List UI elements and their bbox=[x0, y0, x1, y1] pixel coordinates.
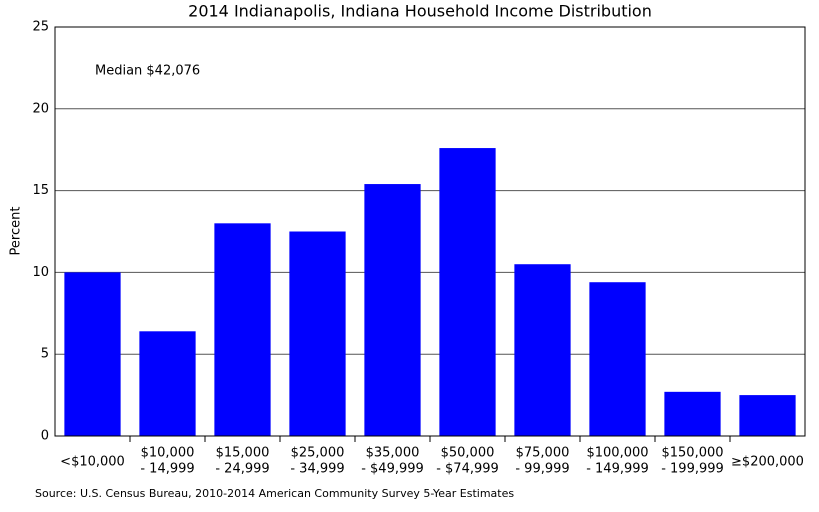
chart-title: 2014 Indianapolis, Indiana Household Inc… bbox=[188, 2, 652, 21]
x-tick-label: - $74,999 bbox=[436, 462, 499, 477]
x-tick-label: ≥$200,000 bbox=[731, 455, 804, 470]
y-tick-label: 0 bbox=[41, 429, 49, 444]
x-tick-label: - 24,999 bbox=[215, 462, 269, 477]
x-tick-label: - 99,999 bbox=[515, 462, 569, 477]
y-tick-label: 20 bbox=[32, 101, 49, 116]
y-tick-label: 5 bbox=[41, 347, 49, 362]
bar bbox=[589, 282, 646, 436]
annotation: Median $42,076 bbox=[95, 64, 200, 79]
bar bbox=[514, 264, 571, 436]
plot-frame bbox=[54, 26, 806, 437]
y-axis-label: Percent bbox=[9, 207, 24, 256]
bar bbox=[739, 395, 796, 436]
bar bbox=[439, 148, 496, 436]
x-tick-label: - 199,999 bbox=[661, 462, 724, 477]
x-tick-label: $15,000 bbox=[216, 446, 270, 461]
x-tick-label: $25,000 bbox=[291, 446, 345, 461]
y-tick-label: 10 bbox=[32, 265, 49, 280]
source-note: Source: U.S. Census Bureau, 2010-2014 Am… bbox=[35, 487, 514, 500]
x-tick-label: $75,000 bbox=[516, 446, 570, 461]
x-tick-label: - 14,999 bbox=[140, 462, 194, 477]
y-tick-label: 15 bbox=[32, 183, 49, 198]
bar bbox=[664, 391, 721, 436]
x-tick-label: $100,000 bbox=[586, 446, 648, 461]
x-tick-label: $10,000 bbox=[141, 446, 195, 461]
bar bbox=[289, 231, 346, 436]
x-tick-label: <$10,000 bbox=[60, 455, 125, 470]
bar bbox=[364, 184, 421, 436]
x-tick-label: - 34,999 bbox=[290, 462, 344, 477]
x-tick-label: $50,000 bbox=[441, 446, 495, 461]
x-tick-label: $150,000 bbox=[661, 446, 723, 461]
y-tick-label: 25 bbox=[32, 20, 49, 35]
bar bbox=[139, 331, 196, 436]
bar bbox=[214, 223, 271, 436]
x-tick-label: - 149,999 bbox=[586, 462, 649, 477]
bar bbox=[64, 272, 121, 436]
x-tick-label: - $49,999 bbox=[361, 462, 424, 477]
x-tick-label: $35,000 bbox=[366, 446, 420, 461]
